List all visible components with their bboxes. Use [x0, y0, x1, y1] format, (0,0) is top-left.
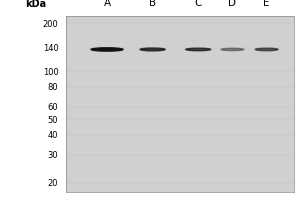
Ellipse shape: [221, 48, 244, 51]
Ellipse shape: [186, 48, 211, 51]
Ellipse shape: [255, 48, 278, 51]
Ellipse shape: [91, 48, 123, 51]
Text: kDa: kDa: [25, 0, 46, 9]
Ellipse shape: [140, 48, 165, 51]
